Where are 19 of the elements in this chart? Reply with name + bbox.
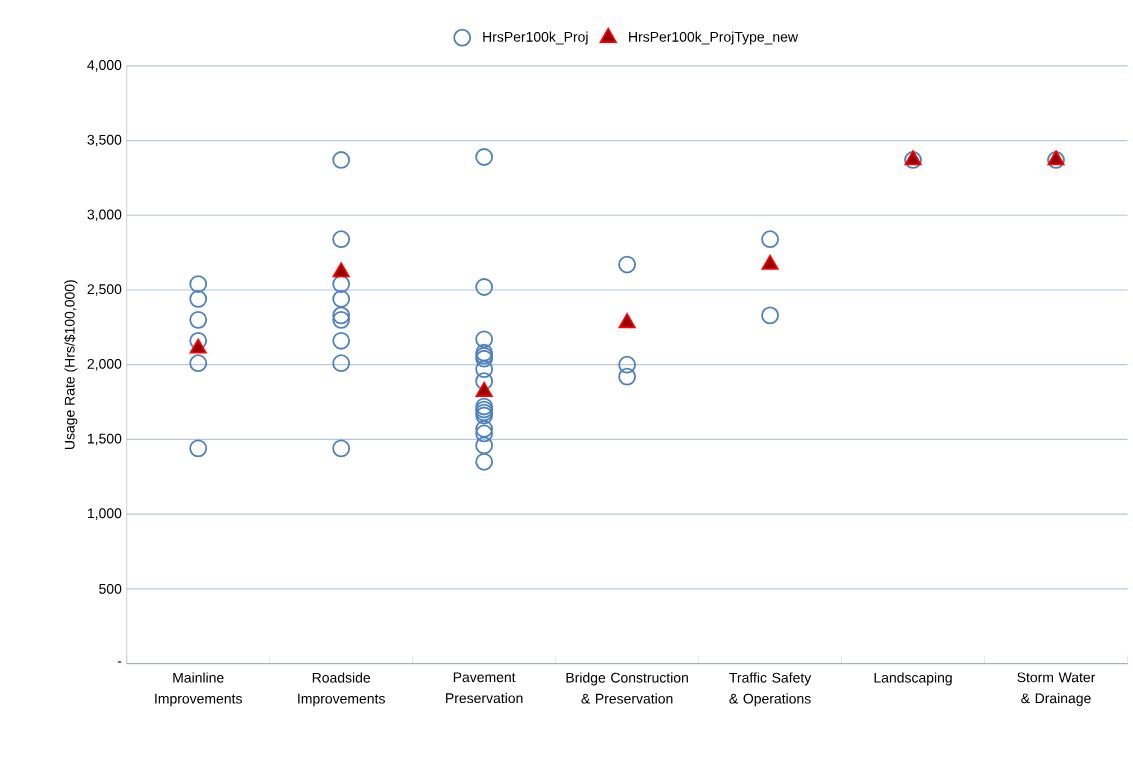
- x-tick-label: Bridge Construction & Preservation: [566, 672, 688, 704]
- y-axis-title: Usage Rate (Hrs/$100,000): [64, 280, 78, 449]
- x-tick-label: Roadside Improvements: [298, 672, 385, 707]
- y-tick-label: 2,500: [87, 284, 122, 296]
- y-tick-label: 3,000: [87, 209, 122, 221]
- y-tick-label: -: [117, 661, 122, 663]
- x-tick-label: Storm Water & Drainage: [1017, 672, 1096, 706]
- x-tick-label: Landscaping: [874, 672, 952, 686]
- y-tick-label: 1,500: [87, 433, 122, 446]
- x-tick-label: Traffic Safety & Operations: [729, 672, 812, 707]
- legend-label: HrsPer100k_Proj: [483, 31, 588, 45]
- x-tick-label: Mainline Improvements: [155, 672, 242, 707]
- x-tick-label: Pavement Preservation: [446, 672, 523, 703]
- y-tick-label: 500: [99, 583, 122, 594]
- legend-label: HrsPer100k_ProjType_new: [629, 31, 799, 45]
- y-tick-label: 2,000: [87, 358, 122, 371]
- y-tick-label: 1,000: [87, 508, 122, 520]
- y-tick-label: 4,000: [87, 59, 122, 72]
- y-tick-label: 3,500: [87, 134, 122, 147]
